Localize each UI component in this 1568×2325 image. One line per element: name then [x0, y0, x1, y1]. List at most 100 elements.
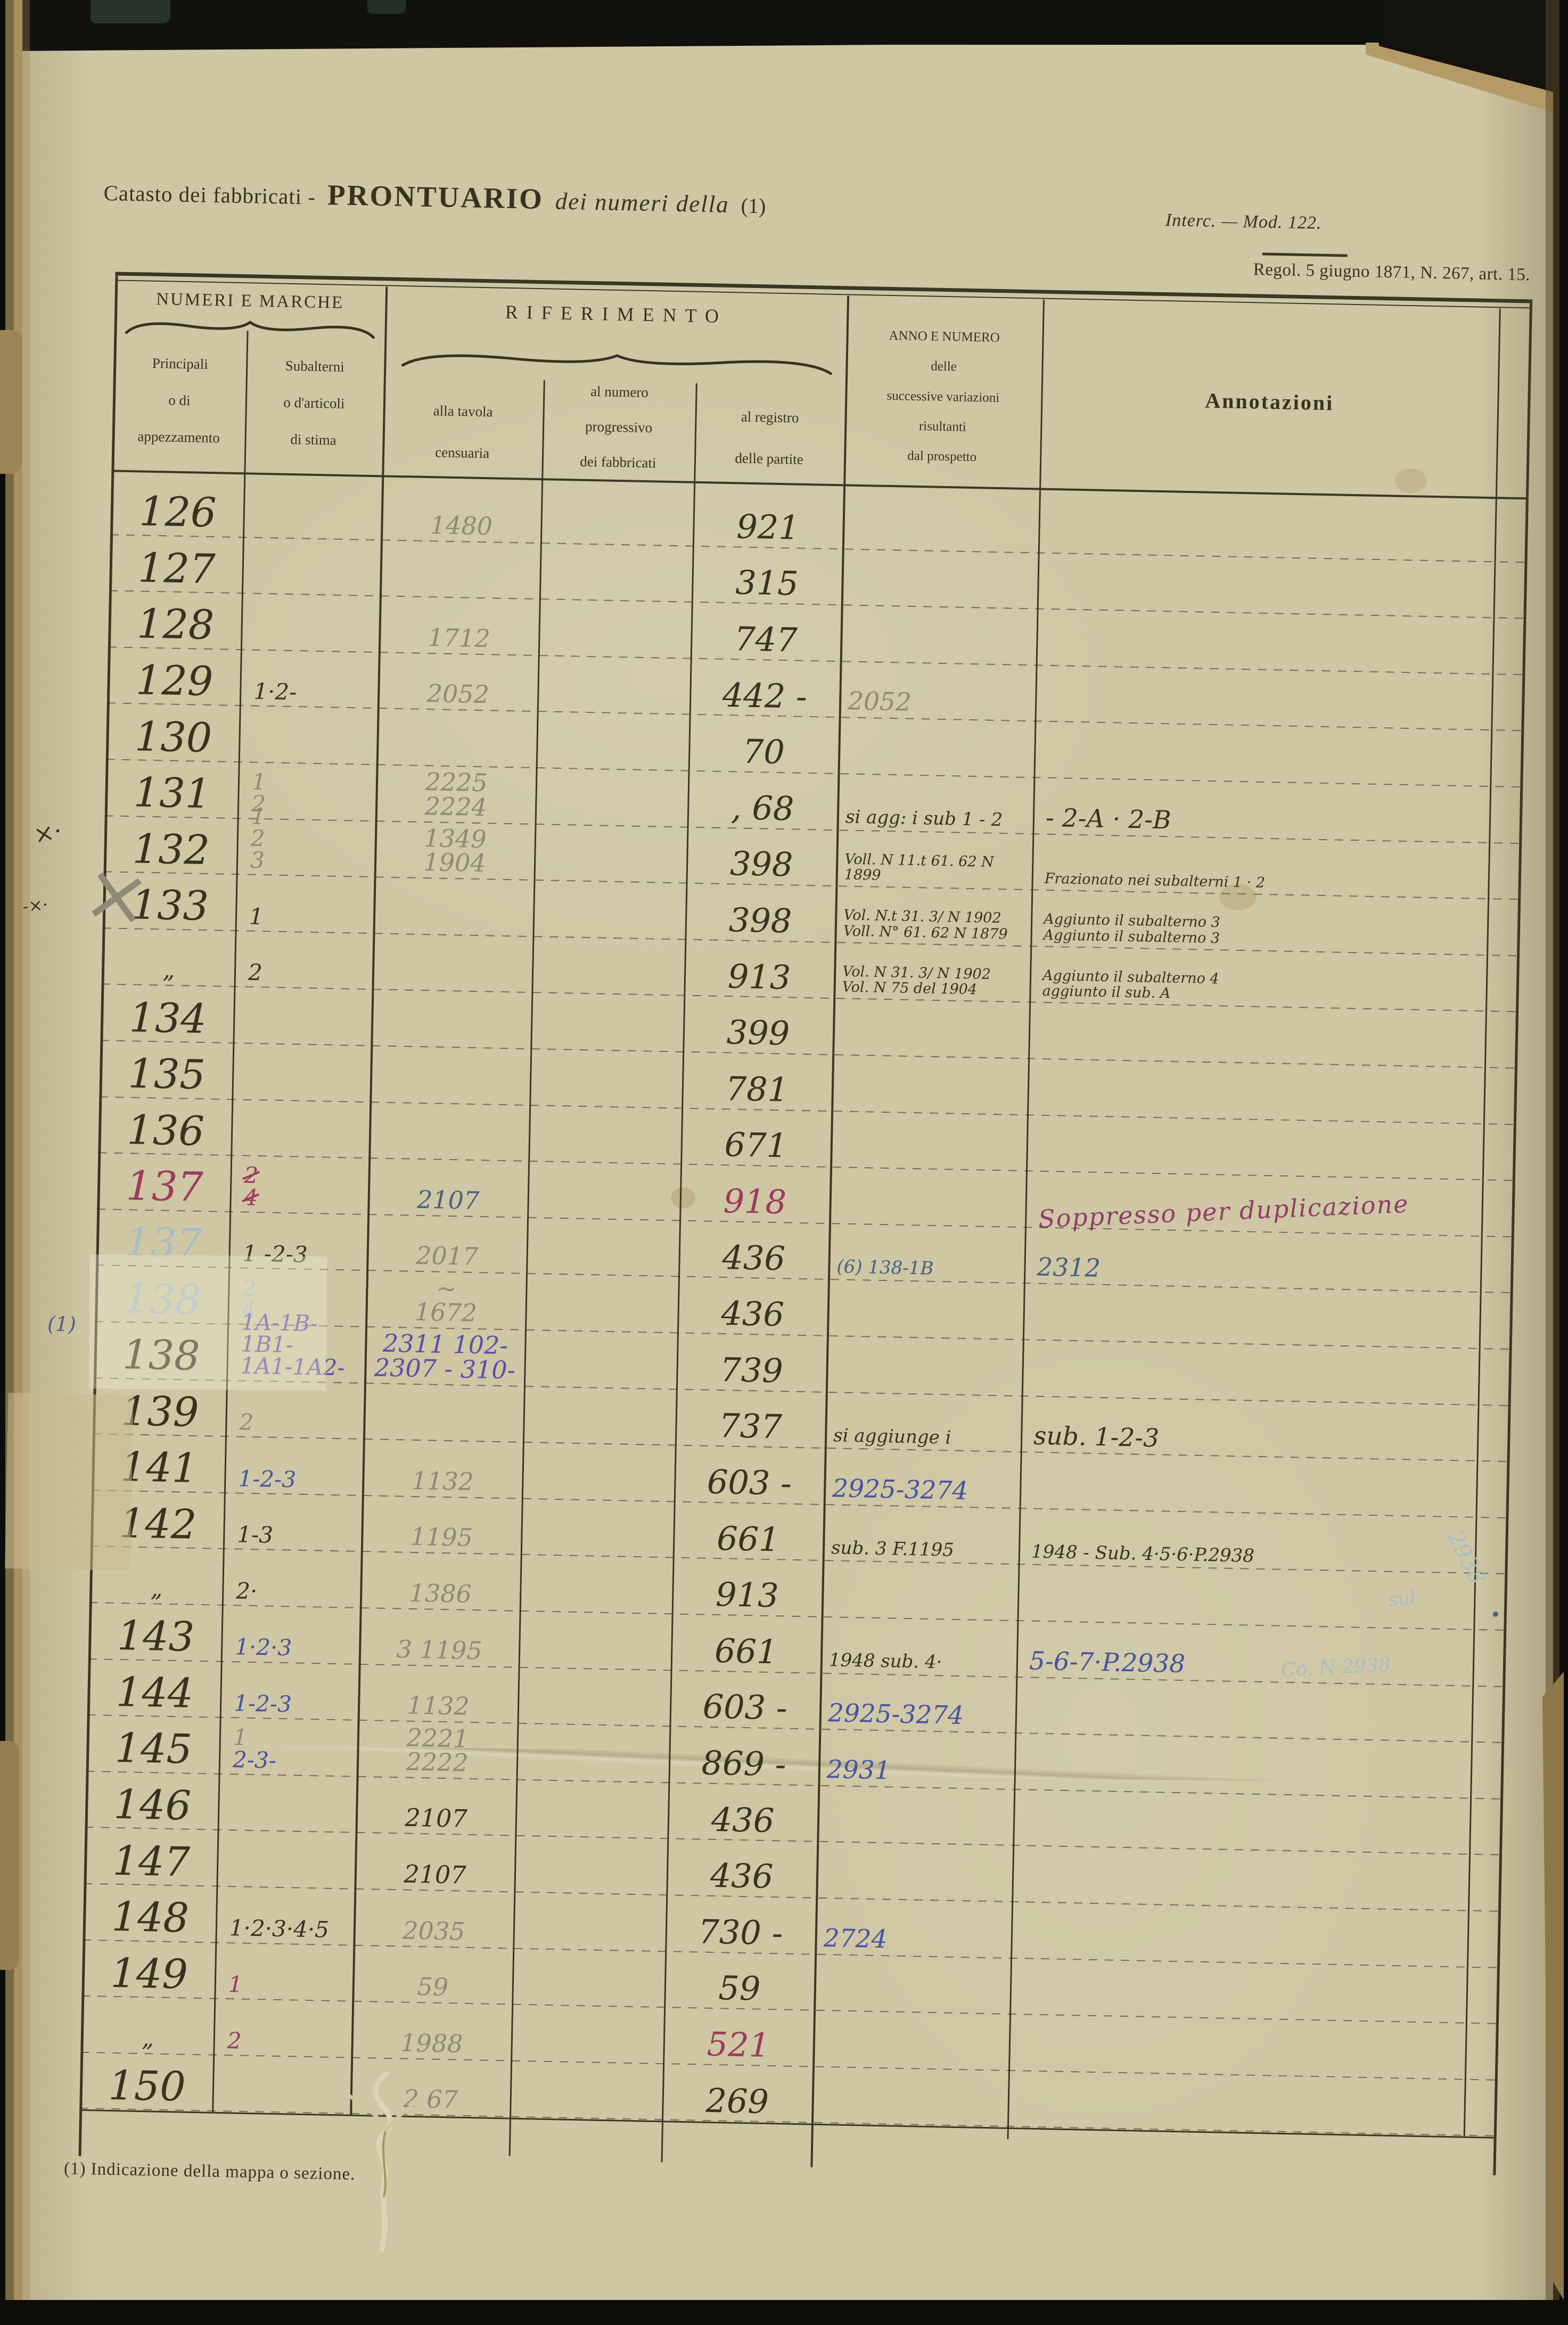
cell-registro-partite: 747 — [694, 603, 839, 662]
handwritten-entry: 145 — [114, 1724, 193, 1773]
col-header-anno-variazioni: ANNO E NUMERO delle successive variazion… — [886, 328, 1000, 465]
paper-sheet — [14, 45, 1568, 2300]
cell-numero-principale: 146 — [89, 1772, 217, 1830]
handwritten-entry: sub. 3 F.1195 — [831, 1537, 955, 1561]
cell-tavola-censuaria: 1349 1904 — [377, 821, 533, 881]
handwritten-entry: 130 — [134, 712, 213, 761]
cell-registro-partite: 436 — [669, 1839, 814, 1899]
cell-annotazioni: 1948 - Sub. 4·5·6·P.2938 — [1022, 1509, 1473, 1574]
cell-numero-principale: 147 — [87, 1828, 215, 1886]
tape-patch — [5, 1392, 134, 1571]
cell-tavola-censuaria: 1480 — [384, 484, 539, 543]
handwritten-entry: 781 — [725, 1069, 789, 1110]
handwritten-entry: 3 1195 — [396, 1634, 483, 1665]
cell-tavola-censuaria: 2052 — [381, 653, 536, 712]
cell-anno-variazioni: 2925-3274 — [827, 1449, 1019, 1509]
cell-registro-partite: 269 — [665, 2064, 810, 2123]
handwritten-entry: 2925-3274 — [832, 1473, 968, 1506]
margin-mark: sul — [1388, 1588, 1417, 1612]
title-main: PRONTUARIO — [327, 178, 544, 216]
handwritten-entry: 1132 — [407, 1690, 470, 1721]
cell-registro-partite: 521 — [666, 2008, 811, 2067]
handwritten-entry: 2· — [235, 1578, 258, 1604]
handwritten-entry: 1-2-3 — [233, 1690, 292, 1718]
handwritten-entry: „ — [150, 1575, 163, 1603]
cell-annotazioni: 2312 — [1027, 1228, 1478, 1293]
loose-thread — [336, 2071, 420, 2252]
cell-subalterni: 1 — [239, 875, 372, 933]
handwritten-entry: 150 — [108, 2061, 186, 2110]
handwritten-entry: 2 — [239, 1409, 254, 1435]
cell-subalterni: 1-2-3 — [223, 1662, 356, 1721]
cell-numero-principale: 143 — [92, 1603, 220, 1662]
handwritten-entry: 398 — [728, 900, 792, 941]
title-note-ref: (1) — [741, 193, 766, 218]
handwritten-entry: 921 — [736, 507, 800, 547]
cell-annotazioni: Soppresso per duplicazione — [1028, 1172, 1479, 1237]
cell-tavola-censuaria: 2225 2224 — [379, 765, 534, 824]
handwritten-entry: 1·2·3 — [234, 1633, 292, 1661]
paper-stain — [1395, 469, 1427, 493]
col-header-annotazioni: Annotazioni — [1204, 388, 1334, 415]
handwritten-entry: 2925-3274 — [827, 1698, 964, 1731]
handwritten-entry: 2052 — [426, 679, 490, 709]
handwritten-entry: 127 — [137, 544, 216, 593]
margin-mark: -×· — [21, 894, 49, 917]
handwritten-entry: 1 — [251, 768, 267, 795]
handwritten-entry: 436 — [710, 1856, 774, 1896]
handwritten-entry: 5-6-7·P.2938 — [1029, 1646, 1186, 1679]
cell-tavola-censuaria: 2107 — [357, 1833, 513, 1892]
cell-registro-partite: 603 - — [677, 1446, 822, 1505]
cell-numero-principale: 129 — [111, 647, 239, 706]
cell-annotazioni: - 2-A · 2-B — [1036, 778, 1487, 843]
handwritten-entry: 661 — [716, 1518, 781, 1559]
handwritten-entry: 136 — [126, 1105, 205, 1155]
handwritten-entry: 2224 — [424, 791, 488, 821]
handwritten-entry: 661 — [714, 1631, 778, 1672]
col-header-subalterni: Subalterni o d'articoli di stima — [283, 357, 345, 448]
col-header-principali: Principali o di appezzamento — [137, 355, 220, 446]
handwritten-entry: 147 — [112, 1836, 191, 1886]
cell-numero-principale: 150 — [83, 2053, 211, 2112]
cell-tavola-censuaria: ~1672 — [368, 1271, 524, 1330]
handwritten-entry: 2107 — [404, 1803, 468, 1834]
handwritten-entry: 2017 — [415, 1241, 479, 1271]
handwritten-entry: si aggiunge i — [833, 1425, 951, 1449]
col-header-tavola: alla tavola censuaria — [433, 402, 493, 462]
page-title: Catasto dei fabbricati - PRONTUARIO dei … — [103, 174, 766, 220]
cell-numero-principale: 126 — [114, 479, 242, 538]
handwritten-entry: 146 — [113, 1780, 192, 1829]
handwritten-entry: Soppresso per duplicazione — [1037, 1189, 1410, 1234]
cell-numero-principale: 149 — [85, 1941, 213, 1999]
margin-mark: (1) — [47, 1312, 77, 1336]
handwritten-entry: 148 — [111, 1893, 190, 1942]
paper-stain — [671, 1187, 695, 1209]
handwritten-entry: 59 — [718, 1968, 761, 2009]
cell-registro-partite: 671 — [684, 1108, 828, 1168]
handwritten-entry: 2 — [250, 825, 266, 852]
handwritten-entry: 436 — [711, 1800, 775, 1840]
torn-tab — [0, 330, 22, 474]
handwritten-entry: 913 — [715, 1575, 779, 1615]
cell-subalterni: 1-3 — [226, 1493, 359, 1552]
handwritten-entry: (6) 138-1B — [836, 1256, 934, 1279]
cell-tavola-censuaria: 2107 — [358, 1777, 514, 1836]
handwritten-entry: 134 — [128, 993, 207, 1042]
handwritten-entry: - 2-A · 2-B — [1045, 803, 1172, 835]
handwritten-entry: 131 — [133, 768, 211, 818]
torn-tab — [0, 1741, 19, 1970]
cell-anno-variazioni: Voll. N 11.t 61. 62 N 1899 — [839, 831, 1030, 891]
handwritten-entry: ~ — [436, 1274, 457, 1303]
handwritten-entry: 1386 — [409, 1578, 472, 1608]
cell-numero-principale: 137 — [101, 1153, 228, 1212]
cell-tavola-censuaria: 2311 102- 2307 - 310- — [367, 1327, 523, 1386]
cell-annotazioni: Frazionato nei subalterni 1 · 2 — [1035, 834, 1485, 899]
cell-registro-partite: 730 - — [668, 1895, 813, 1954]
handwritten-entry: 2724 — [823, 1923, 888, 1954]
cell-anno-variazioni: 1948 sub. 4· — [823, 1617, 1015, 1678]
handwritten-entry: 918 — [723, 1181, 787, 1222]
cell-numero-principale: 128 — [112, 591, 240, 650]
handwritten-entry: 739 — [719, 1350, 784, 1391]
